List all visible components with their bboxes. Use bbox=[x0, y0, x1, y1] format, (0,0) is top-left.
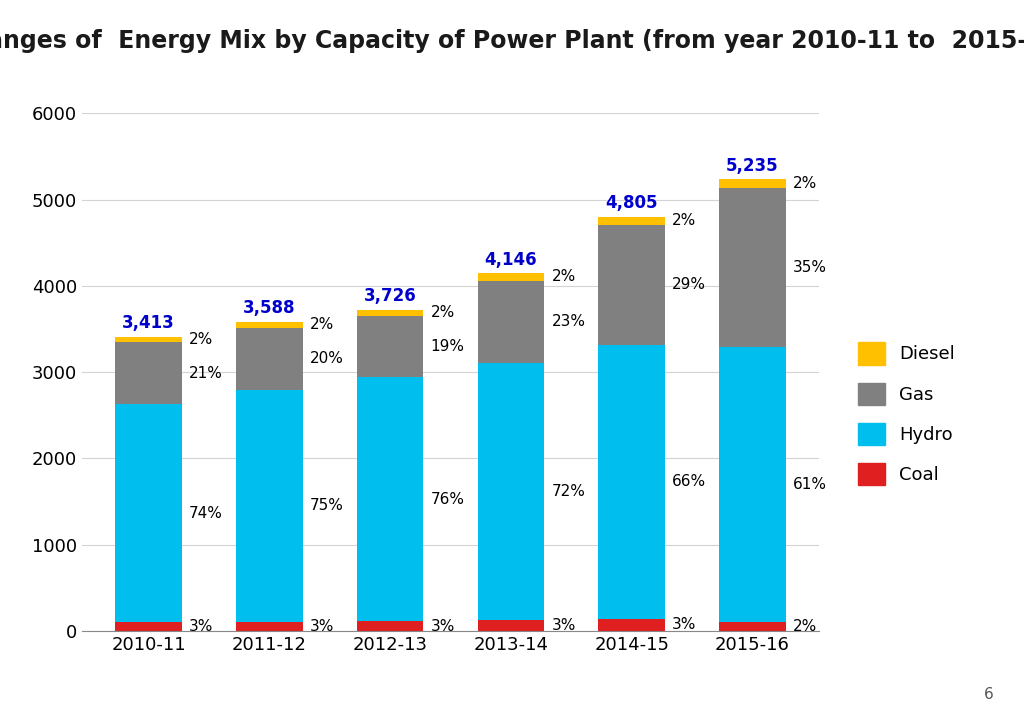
Bar bbox=[116, 404, 182, 623]
Bar bbox=[237, 328, 303, 389]
Text: 23%: 23% bbox=[551, 314, 586, 329]
Text: 2%: 2% bbox=[189, 332, 213, 347]
Bar bbox=[357, 316, 423, 377]
Legend: Diesel, Gas, Hydro, Coal: Diesel, Gas, Hydro, Coal bbox=[850, 335, 963, 492]
Bar bbox=[478, 274, 544, 281]
Text: 3%: 3% bbox=[310, 619, 334, 634]
Text: 3,588: 3,588 bbox=[243, 298, 296, 317]
Text: 61%: 61% bbox=[793, 476, 827, 492]
Text: 66%: 66% bbox=[672, 474, 707, 489]
Text: 2%: 2% bbox=[551, 269, 575, 284]
Text: 2%: 2% bbox=[672, 213, 696, 228]
Text: 74%: 74% bbox=[189, 506, 223, 520]
Bar bbox=[598, 216, 665, 225]
Bar bbox=[478, 620, 544, 631]
Text: 3,413: 3,413 bbox=[122, 314, 175, 332]
Bar bbox=[598, 225, 665, 345]
Text: 4,805: 4,805 bbox=[605, 194, 658, 212]
Text: 2%: 2% bbox=[793, 177, 817, 191]
Text: 20%: 20% bbox=[310, 351, 344, 366]
Text: 35%: 35% bbox=[793, 260, 827, 275]
Text: 5,235: 5,235 bbox=[726, 157, 779, 174]
Bar bbox=[598, 345, 665, 618]
Bar bbox=[116, 342, 182, 404]
Bar bbox=[719, 189, 785, 347]
Text: 3%: 3% bbox=[431, 619, 455, 634]
Bar bbox=[357, 377, 423, 621]
Text: 2%: 2% bbox=[310, 317, 334, 332]
Bar bbox=[237, 622, 303, 631]
Text: 6: 6 bbox=[983, 687, 993, 702]
Bar bbox=[116, 337, 182, 342]
Bar bbox=[116, 623, 182, 631]
Text: 75%: 75% bbox=[310, 498, 344, 513]
Bar bbox=[719, 347, 785, 622]
Bar bbox=[478, 281, 544, 363]
Text: 2%: 2% bbox=[431, 306, 455, 320]
Text: 3%: 3% bbox=[551, 618, 575, 633]
Text: 3,726: 3,726 bbox=[364, 287, 417, 305]
Text: 3%: 3% bbox=[189, 619, 213, 634]
Text: 2%: 2% bbox=[793, 619, 817, 634]
Text: 72%: 72% bbox=[551, 484, 586, 499]
Bar bbox=[357, 621, 423, 631]
Text: 4,146: 4,146 bbox=[484, 250, 538, 269]
Bar bbox=[719, 179, 785, 189]
Text: Changes of  Energy Mix by Capacity of Power Plant (from year 2010-11 to  2015-16: Changes of Energy Mix by Capacity of Pow… bbox=[0, 29, 1024, 52]
Text: 3%: 3% bbox=[672, 618, 696, 632]
Text: 76%: 76% bbox=[431, 492, 465, 507]
Bar bbox=[237, 389, 303, 622]
Text: 29%: 29% bbox=[672, 277, 707, 292]
Text: 21%: 21% bbox=[189, 366, 223, 381]
Bar bbox=[478, 363, 544, 620]
Text: 19%: 19% bbox=[431, 339, 465, 354]
Bar bbox=[237, 321, 303, 328]
Bar bbox=[719, 622, 785, 631]
Bar bbox=[598, 618, 665, 631]
Bar bbox=[357, 310, 423, 316]
